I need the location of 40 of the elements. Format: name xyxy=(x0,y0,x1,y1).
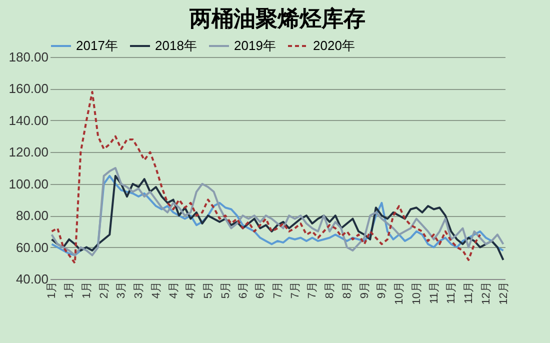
x-tick-label: 11月 xyxy=(463,282,476,304)
x-tick-label: 9月 xyxy=(358,282,371,299)
legend-label: 2019年 xyxy=(234,38,276,53)
y-tick-label: 100.00 xyxy=(8,176,48,192)
x-tick-label: 4月 xyxy=(168,282,180,299)
x-tick-label: 1月 xyxy=(64,282,76,299)
x-tick-label: 8月 xyxy=(341,282,354,299)
legend-label: 2017年 xyxy=(76,38,118,53)
legend-label: 2018年 xyxy=(155,38,197,53)
x-tick-label: 10月 xyxy=(410,282,423,305)
x-tick-label: 5月 xyxy=(202,282,215,299)
x-tick-label: 3月 xyxy=(116,282,128,299)
x-tick-label: 9月 xyxy=(376,282,388,299)
line-series xyxy=(50,90,482,264)
y-tick-label: 140.00 xyxy=(8,112,48,128)
y-tick-label: 180.00 xyxy=(8,50,48,64)
x-tick-label: 12月 xyxy=(498,282,510,305)
x-tick-label: 6月 xyxy=(254,282,267,299)
x-tick-label: 7月 xyxy=(289,282,302,299)
x-tick-label: 2月 xyxy=(98,282,110,299)
legend-label: 2020年 xyxy=(313,38,355,53)
y-tick-label: 120.00 xyxy=(8,144,48,160)
x-tick-label: 1月 xyxy=(80,282,93,299)
chart-title: 两桶油聚烯烃库存 xyxy=(188,6,366,31)
y-tick-label: 80.00 xyxy=(16,208,48,224)
x-tick-label: 8月 xyxy=(324,282,336,299)
x-tick-label: 4月 xyxy=(185,282,198,299)
y-tick-label: 160.00 xyxy=(8,81,48,96)
x-tick-label: 12月 xyxy=(480,282,492,305)
x-tick-label: 4月 xyxy=(150,282,162,299)
x-tick-label: 1月 xyxy=(46,282,58,299)
x-tick-label: 11月 xyxy=(446,282,458,304)
x-tick-label: 6月 xyxy=(237,282,250,299)
x-tick-label: 5月 xyxy=(220,282,232,299)
x-tick-label: 7月 xyxy=(272,282,284,299)
x-tick-label: 3月 xyxy=(133,282,146,299)
y-tick-label: 60.00 xyxy=(16,240,48,255)
x-tick-label: 10月 xyxy=(394,282,406,305)
x-tick-label: 11月 xyxy=(428,282,440,304)
x-tick-label: 7月 xyxy=(306,282,319,299)
